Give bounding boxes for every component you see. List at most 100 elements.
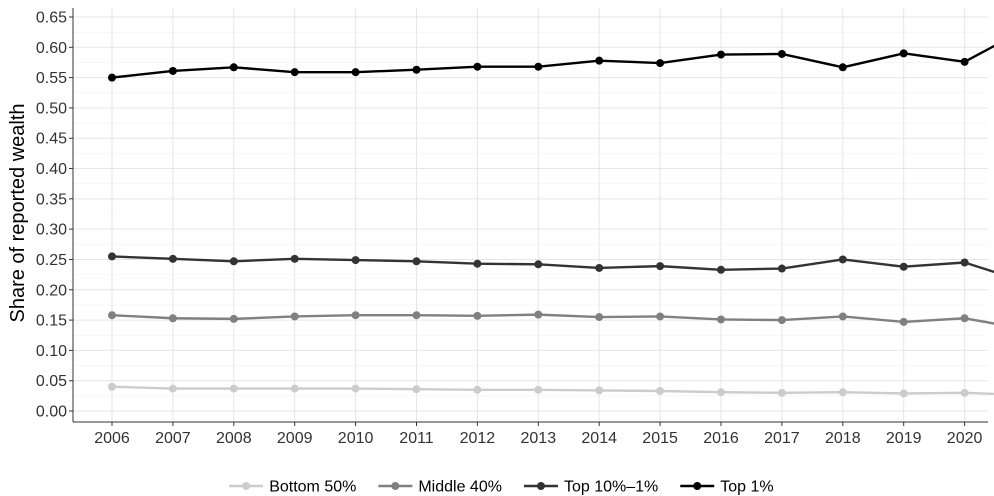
data-point <box>838 63 847 72</box>
x-tick-label: 2012 <box>460 430 496 447</box>
series-line <box>111 255 994 274</box>
x-tick-label: 2007 <box>155 430 191 447</box>
x-tick-label: 2016 <box>703 430 739 447</box>
data-point <box>777 316 786 325</box>
data-point <box>290 68 299 77</box>
data-point <box>412 65 421 74</box>
data-point <box>656 262 665 271</box>
data-point <box>412 385 421 394</box>
data-point <box>595 386 604 395</box>
data-point <box>717 50 725 59</box>
y-axis-ticks: 0.00 0.05 0.10 0.15 0.20 0.25 0.30 0.35 0.40 0.45… <box>36 10 73 421</box>
legend: Bottom 50% Middle 40% Top 10%–1% Top 1% <box>229 479 774 496</box>
y-tick-label: 0.25 <box>36 252 67 269</box>
y-tick-label: 0.60 <box>36 40 67 57</box>
data-point <box>899 262 908 271</box>
x-tick-label: 2006 <box>94 430 130 447</box>
legend-item: Top 1% <box>680 479 774 496</box>
y-tick-label: 0.30 <box>36 222 67 239</box>
legend-label: Top 10%–1% <box>564 479 658 496</box>
grid-lines <box>72 8 988 423</box>
data-point <box>108 73 116 82</box>
data-point <box>351 384 360 393</box>
data-point <box>229 384 238 393</box>
data-point <box>168 314 177 323</box>
x-tick-label: 2008 <box>216 430 252 447</box>
data-point <box>717 265 725 274</box>
y-axis-title: Share of reported wealth <box>7 103 29 322</box>
y-tick-label: 0.00 <box>36 404 67 421</box>
series-line <box>111 313 994 325</box>
data-point <box>168 254 177 263</box>
data-point <box>290 312 299 321</box>
data-point <box>960 57 969 66</box>
series-line <box>111 44 994 79</box>
data-point <box>534 260 543 269</box>
legend-key-point <box>391 482 400 490</box>
x-tick-label: 2014 <box>581 430 617 447</box>
legend-item: Bottom 50% <box>229 479 356 496</box>
data-point <box>168 66 177 75</box>
legend-key-point <box>693 482 702 490</box>
data-point <box>899 317 908 326</box>
y-tick-label: 0.15 <box>36 313 67 330</box>
data-point <box>351 256 360 265</box>
data-point <box>899 389 908 398</box>
data-point <box>960 388 969 397</box>
legend-key-point <box>536 482 545 490</box>
legend-label: Middle 40% <box>418 479 502 496</box>
data-point <box>290 384 299 393</box>
data-point <box>656 312 665 321</box>
data-point <box>473 259 482 268</box>
data-point <box>717 315 725 324</box>
data-point <box>960 314 969 323</box>
y-tick-label: 0.50 <box>36 100 67 117</box>
data-point <box>656 59 665 68</box>
y-tick-label: 0.45 <box>36 131 67 148</box>
y-tick-label: 0.40 <box>36 161 67 178</box>
data-point <box>595 56 604 65</box>
data-point <box>473 311 482 320</box>
series-1 <box>108 382 994 398</box>
data-point <box>777 49 786 58</box>
data-point <box>351 68 360 77</box>
x-tick-label: 2018 <box>825 430 861 447</box>
x-axis-ticks: 2006 2007 2008 2009 2010 2011 2012 2013 2014 2015… <box>94 422 982 447</box>
x-tick-label: 2015 <box>642 430 678 447</box>
data-point <box>229 63 238 72</box>
data-point <box>838 388 847 397</box>
data-point <box>960 258 969 267</box>
x-tick-label: 2019 <box>886 430 922 447</box>
x-tick-label: 2009 <box>277 430 313 447</box>
y-tick-label: 0.10 <box>36 343 67 360</box>
data-point <box>473 62 482 71</box>
series-4 <box>108 44 994 82</box>
data-point <box>412 311 421 320</box>
data-point <box>534 62 543 71</box>
legend-item: Top 10%–1% <box>523 479 658 496</box>
data-point <box>777 388 786 397</box>
data-point <box>108 311 116 320</box>
x-tick-label: 2010 <box>338 430 374 447</box>
y-tick-label: 0.05 <box>36 373 67 390</box>
data-point <box>412 257 421 266</box>
data-point <box>717 388 725 397</box>
x-tick-label: 2011 <box>399 430 434 447</box>
y-tick-label: 0.65 <box>36 10 67 27</box>
data-point <box>534 310 543 319</box>
data-point <box>777 264 786 273</box>
legend-label: Top 1% <box>720 479 773 496</box>
data-point <box>290 254 299 263</box>
data-point <box>351 311 360 320</box>
legend-label: Bottom 50% <box>269 479 356 496</box>
y-tick-label: 0.35 <box>36 191 67 208</box>
series-3 <box>108 252 994 274</box>
series-2 <box>108 310 994 326</box>
x-tick-label: 2013 <box>521 430 557 447</box>
data-point <box>534 385 543 394</box>
data-point <box>656 386 665 395</box>
x-tick-label: 2017 <box>764 430 800 447</box>
data-point <box>595 263 604 272</box>
legend-key-point <box>242 482 251 490</box>
data-point <box>229 314 238 323</box>
